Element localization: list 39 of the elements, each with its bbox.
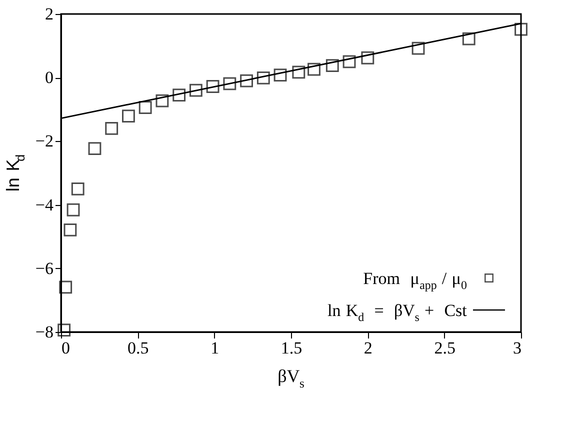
- x-tick-label: 0: [62, 338, 70, 358]
- y-tick-label: −4: [35, 195, 54, 214]
- point: [326, 59, 339, 72]
- x-tick-label: 2: [364, 338, 372, 358]
- x-tick-label: 0.5: [128, 338, 149, 358]
- point: [105, 122, 118, 135]
- point: [122, 110, 135, 123]
- point: [223, 77, 236, 90]
- point: [58, 324, 71, 337]
- point: [308, 62, 320, 76]
- y-tick-label: −2: [35, 132, 54, 151]
- point: [256, 71, 270, 84]
- point: [189, 84, 202, 97]
- point: [342, 55, 356, 68]
- point: [361, 51, 374, 64]
- point: [292, 66, 306, 79]
- point: [88, 142, 102, 155]
- point: [274, 68, 287, 82]
- point: [412, 42, 425, 55]
- point: [66, 203, 80, 216]
- point: [514, 22, 528, 36]
- x-tick-label: 1: [210, 338, 220, 358]
- point: [462, 32, 476, 46]
- point: [172, 88, 186, 102]
- x-tick-label: 2.5: [434, 338, 456, 358]
- point: [156, 94, 169, 108]
- point: [59, 280, 72, 294]
- point: [138, 101, 152, 114]
- y-axis-title: ln Kd: [3, 154, 28, 192]
- point: [240, 74, 253, 88]
- x-tick-label: 3: [513, 338, 522, 358]
- y-tick-label: −6: [35, 258, 54, 278]
- y-tick-label: −8: [35, 322, 54, 342]
- point: [71, 182, 84, 196]
- point: [206, 80, 220, 93]
- y-tick-label: 2: [45, 4, 54, 24]
- x-tick-label: 1.5: [280, 338, 302, 358]
- point: [64, 223, 77, 236]
- y-tick-label: 0: [45, 68, 54, 88]
